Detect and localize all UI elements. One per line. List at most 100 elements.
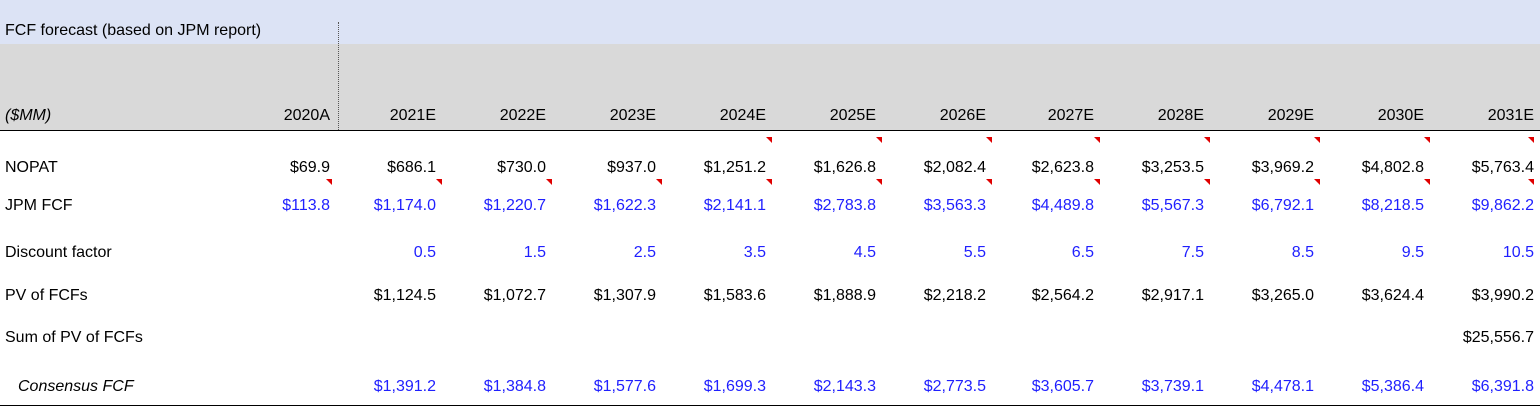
cell-discount-factor[interactable]: 5.5 xyxy=(963,244,986,261)
year-header[interactable]: 2030E xyxy=(1377,107,1424,124)
year-header[interactable]: 2026E xyxy=(939,107,986,124)
cell-discount-factor[interactable]: 10.5 xyxy=(1502,244,1534,261)
cell-pv-fcfs[interactable]: $1,072.7 xyxy=(483,287,546,304)
comment-indicator[interactable] xyxy=(656,179,662,185)
cell-jpm-fcf[interactable]: $5,567.3 xyxy=(1141,197,1204,214)
year-header[interactable]: 2027E xyxy=(1047,107,1094,124)
cell-consensus-fcf[interactable]: $5,386.4 xyxy=(1361,378,1424,395)
header-band xyxy=(0,44,1540,131)
cell-jpm-fcf[interactable]: $1,622.3 xyxy=(593,197,656,214)
cell-jpm-fcf[interactable]: $9,862.2 xyxy=(1471,197,1534,214)
comment-indicator[interactable] xyxy=(436,179,442,185)
cell-consensus-fcf[interactable]: $3,739.1 xyxy=(1141,378,1204,395)
year-header[interactable]: 2029E xyxy=(1267,107,1314,124)
cell-consensus-fcf[interactable]: $4,478.1 xyxy=(1251,378,1314,395)
cell-nopat[interactable]: $2,623.8 xyxy=(1031,159,1094,176)
cell-discount-factor[interactable]: 8.5 xyxy=(1291,244,1314,261)
comment-indicator[interactable] xyxy=(876,179,882,185)
cell-discount-factor[interactable]: 7.5 xyxy=(1181,244,1204,261)
comment-indicator[interactable] xyxy=(546,179,552,185)
comment-indicator[interactable] xyxy=(1204,137,1210,143)
cell-discount-factor[interactable]: 0.5 xyxy=(413,244,436,261)
row-label-nopat[interactable]: NOPAT xyxy=(5,159,58,176)
cell-nopat[interactable]: $1,626.8 xyxy=(813,159,876,176)
cell-pv-fcfs[interactable]: $3,990.2 xyxy=(1471,287,1534,304)
cell-discount-factor[interactable]: 9.5 xyxy=(1401,244,1424,261)
cell-pv-fcfs[interactable]: $2,917.1 xyxy=(1141,287,1204,304)
cell-sum-pv[interactable]: $25,556.7 xyxy=(1462,329,1534,346)
comment-indicator[interactable] xyxy=(1094,137,1100,143)
year-header[interactable]: 2021E xyxy=(389,107,436,124)
year-header[interactable]: 2025E xyxy=(829,107,876,124)
cell-jpm-fcf[interactable]: $113.8 xyxy=(282,197,330,214)
row-label-pv-fcfs[interactable]: PV of FCFs xyxy=(5,287,88,304)
cell-nopat[interactable]: $3,969.2 xyxy=(1251,159,1314,176)
cell-nopat[interactable]: $686.1 xyxy=(387,159,436,176)
comment-indicator[interactable] xyxy=(986,137,992,143)
comment-indicator[interactable] xyxy=(1424,137,1430,143)
cell-pv-fcfs[interactable]: $3,624.4 xyxy=(1361,287,1424,304)
cell-discount-factor[interactable]: 4.5 xyxy=(853,244,876,261)
cell-nopat[interactable]: $3,253.5 xyxy=(1141,159,1204,176)
cell-nopat[interactable]: $2,082.4 xyxy=(923,159,986,176)
comment-indicator[interactable] xyxy=(766,137,772,143)
comment-indicator[interactable] xyxy=(1204,179,1210,185)
cell-jpm-fcf[interactable]: $8,218.5 xyxy=(1361,197,1424,214)
cell-nopat[interactable]: $69.9 xyxy=(289,159,330,176)
cell-consensus-fcf[interactable]: $1,577.6 xyxy=(593,378,656,395)
comment-indicator[interactable] xyxy=(986,179,992,185)
cell-consensus-fcf[interactable]: $1,384.8 xyxy=(483,378,546,395)
cell-jpm-fcf[interactable]: $4,489.8 xyxy=(1031,197,1094,214)
cell-pv-fcfs[interactable]: $1,307.9 xyxy=(593,287,656,304)
comment-indicator[interactable] xyxy=(1424,179,1430,185)
cell-pv-fcfs[interactable]: $1,124.5 xyxy=(373,287,436,304)
row-label-sum-pv[interactable]: Sum of PV of FCFs xyxy=(5,329,143,346)
cell-nopat[interactable]: $730.0 xyxy=(497,159,546,176)
year-header[interactable]: 2023E xyxy=(609,107,656,124)
cell-discount-factor[interactable]: 3.5 xyxy=(743,244,766,261)
cell-consensus-fcf[interactable]: $3,605.7 xyxy=(1031,378,1094,395)
cell-discount-factor[interactable]: 2.5 xyxy=(633,244,656,261)
title-band xyxy=(0,0,1540,44)
row-label-jpm-fcf[interactable]: JPM FCF xyxy=(5,197,73,214)
year-header[interactable]: 2022E xyxy=(499,107,546,124)
year-header[interactable]: 2031E xyxy=(1487,107,1534,124)
year-header[interactable]: 2024E xyxy=(719,107,766,124)
comment-indicator[interactable] xyxy=(876,137,882,143)
cell-jpm-fcf[interactable]: $1,174.0 xyxy=(373,197,436,214)
cell-nopat[interactable]: $4,802.8 xyxy=(1361,159,1424,176)
cell-consensus-fcf[interactable]: $2,773.5 xyxy=(923,378,986,395)
cell-consensus-fcf[interactable]: $6,391.8 xyxy=(1471,378,1534,395)
cell-nopat[interactable]: $937.0 xyxy=(607,159,656,176)
comment-indicator[interactable] xyxy=(326,179,332,185)
year-header[interactable]: 2020A xyxy=(283,107,330,124)
row-label-consensus-fcf[interactable]: Consensus FCF xyxy=(18,378,134,395)
row-label-discount-factor[interactable]: Discount factor xyxy=(5,244,112,261)
cell-jpm-fcf[interactable]: $3,563.3 xyxy=(923,197,986,214)
comment-indicator[interactable] xyxy=(1094,179,1100,185)
cell-pv-fcfs[interactable]: $1,888.9 xyxy=(813,287,876,304)
comment-indicator[interactable] xyxy=(766,179,772,185)
cell-pv-fcfs[interactable]: $2,564.2 xyxy=(1031,287,1094,304)
cell-discount-factor[interactable]: 1.5 xyxy=(523,244,546,261)
cell-consensus-fcf[interactable]: $2,143.3 xyxy=(813,378,876,395)
cell-jpm-fcf[interactable]: $2,783.8 xyxy=(813,197,876,214)
cell-nopat[interactable]: $1,251.2 xyxy=(703,159,766,176)
year-header[interactable]: 2028E xyxy=(1157,107,1204,124)
cell-jpm-fcf[interactable]: $1,220.7 xyxy=(483,197,546,214)
cell-pv-fcfs[interactable]: $3,265.0 xyxy=(1251,287,1314,304)
cell-pv-fcfs[interactable]: $2,218.2 xyxy=(923,287,986,304)
comment-indicator[interactable] xyxy=(1528,137,1534,143)
units-label[interactable]: ($MM) xyxy=(5,107,52,124)
comment-indicator[interactable] xyxy=(1528,179,1534,185)
cell-nopat[interactable]: $5,763.4 xyxy=(1471,159,1534,176)
cell-jpm-fcf[interactable]: $6,792.1 xyxy=(1251,197,1314,214)
comment-indicator[interactable] xyxy=(1314,179,1320,185)
cell-consensus-fcf[interactable]: $1,391.2 xyxy=(373,378,436,395)
cell-pv-fcfs[interactable]: $1,583.6 xyxy=(703,287,766,304)
cell-jpm-fcf[interactable]: $2,141.1 xyxy=(703,197,766,214)
cell-discount-factor[interactable]: 6.5 xyxy=(1071,244,1094,261)
sheet-title[interactable]: FCF forecast (based on JPM report) xyxy=(5,22,262,39)
comment-indicator[interactable] xyxy=(1314,137,1320,143)
cell-consensus-fcf[interactable]: $1,699.3 xyxy=(703,378,766,395)
